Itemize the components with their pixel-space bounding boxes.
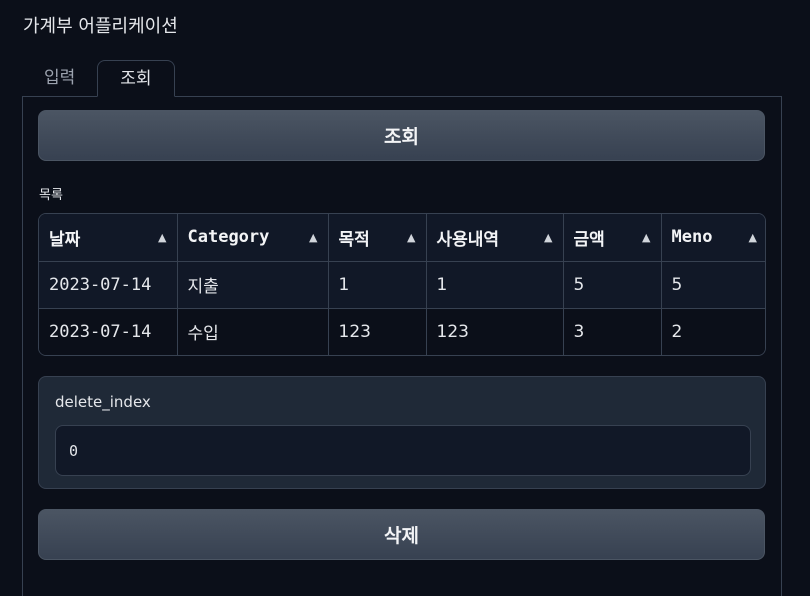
- sort-up-icon[interactable]: ▲: [309, 230, 318, 244]
- sort-up-icon[interactable]: ▲: [642, 230, 651, 244]
- column-header-date[interactable]: 날짜 ▲: [39, 214, 178, 262]
- delete-button[interactable]: 삭제: [38, 509, 765, 560]
- tab-input[interactable]: 입력: [44, 68, 76, 88]
- table-row: 2023-07-14 지출 1 1 5 5: [39, 261, 765, 309]
- column-header-memo[interactable]: Meno ▲: [661, 214, 765, 262]
- table-cell[interactable]: 5: [661, 261, 765, 309]
- table-cell[interactable]: 123: [328, 308, 427, 355]
- table-cell[interactable]: 5: [563, 261, 662, 309]
- sort-up-icon[interactable]: ▲: [748, 230, 757, 244]
- table-row: 2023-07-14 수입 123 123 3 2: [39, 308, 765, 355]
- list-label: 목록: [39, 188, 63, 203]
- column-header-label: Meno: [671, 227, 713, 248]
- table-cell[interactable]: 1: [328, 261, 427, 309]
- column-header-label: Category: [187, 227, 270, 248]
- tab-query[interactable]: 조회: [97, 60, 175, 97]
- sort-up-icon[interactable]: ▲: [407, 230, 416, 244]
- delete-index-label: delete_index: [55, 393, 151, 411]
- delete-index-block: delete_index: [38, 376, 766, 489]
- column-header-label: 날짜: [49, 229, 81, 250]
- sort-up-icon[interactable]: ▲: [158, 230, 167, 244]
- column-header-category[interactable]: Category ▲: [177, 214, 329, 262]
- tab-bar: 입력 조회: [22, 60, 175, 97]
- table-cell[interactable]: 123: [426, 308, 564, 355]
- column-header-label: 금액: [573, 229, 605, 250]
- sort-up-icon[interactable]: ▲: [544, 230, 553, 244]
- column-header-usage[interactable]: 사용내역 ▲: [426, 214, 564, 262]
- table-cell[interactable]: 지출: [177, 261, 329, 309]
- tab-panel: [22, 96, 782, 596]
- table-cell[interactable]: 2023-07-14: [39, 308, 178, 355]
- column-header-purpose[interactable]: 목적 ▲: [328, 214, 427, 262]
- query-button[interactable]: 조회: [38, 110, 765, 161]
- table-cell[interactable]: 2: [661, 308, 765, 355]
- app-title: 가계부 어플리케이션: [23, 16, 178, 37]
- column-header-label: 목적: [338, 229, 370, 250]
- table-cell[interactable]: 수입: [177, 308, 329, 355]
- column-header-label: 사용내역: [436, 229, 500, 250]
- data-table: 날짜 ▲ Category ▲ 목적 ▲ 사용내역 ▲ 금액 ▲ Meno ▲: [38, 213, 766, 356]
- table-cell[interactable]: 3: [563, 308, 662, 355]
- delete-index-input[interactable]: [55, 425, 751, 476]
- table-cell[interactable]: 1: [426, 261, 564, 309]
- column-header-amount[interactable]: 금액 ▲: [563, 214, 662, 262]
- table-cell[interactable]: 2023-07-14: [39, 261, 178, 309]
